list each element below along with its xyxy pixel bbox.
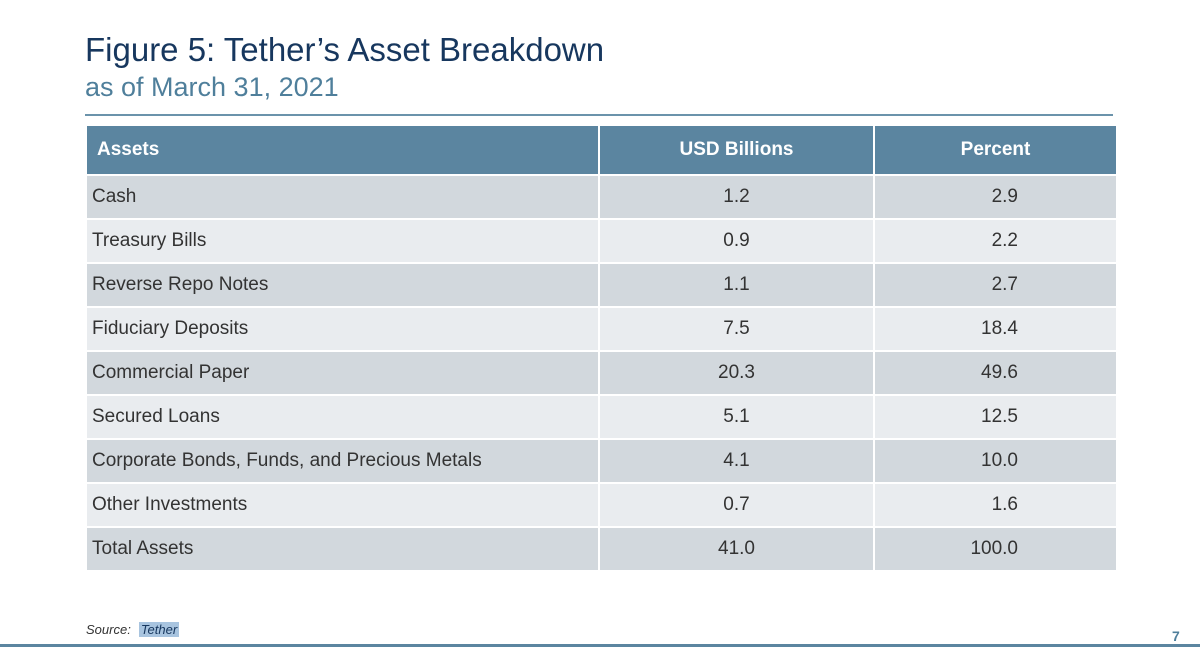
source-note: Source: Tether [86,622,180,637]
table-row-total: Total Assets 41.0 100.0 [85,526,1118,572]
asset-name-cell: Other Investments [85,482,600,528]
asset-name-cell: Fiduciary Deposits [85,306,600,352]
table-row: Corporate Bonds, Funds, and Precious Met… [85,438,1118,484]
usd-value-cell: 7.5 [598,306,875,352]
source-label: Source: [86,622,131,637]
title-divider [85,114,1113,116]
table-row: Reverse Repo Notes 1.1 2.7 [85,262,1118,308]
percent-value-cell: 1.6 [873,482,1118,528]
table-header-row: Assets USD Billions Percent [85,124,1118,176]
table-row: Treasury Bills 0.9 2.2 [85,218,1118,264]
percent-value-cell: 18.4 [873,306,1118,352]
page-title: Figure 5: Tether’s Asset Breakdown [85,31,605,68]
usd-value-cell: 41.0 [598,526,875,572]
column-header-assets: Assets [85,124,600,176]
asset-name-cell: Corporate Bonds, Funds, and Precious Met… [85,438,600,484]
usd-value-cell: 4.1 [598,438,875,484]
percent-value-cell: 49.6 [873,350,1118,396]
asset-name-cell: Total Assets [85,526,600,572]
page-subtitle: as of March 31, 2021 [85,72,339,102]
percent-value-cell: 2.9 [873,174,1118,220]
source-value: Tether [138,622,180,637]
table-row: Fiduciary Deposits 7.5 18.4 [85,306,1118,352]
asset-name-cell: Cash [85,174,600,220]
footer-bar [0,644,1200,647]
usd-value-cell: 5.1 [598,394,875,440]
column-header-usd-billions: USD Billions [598,124,875,176]
asset-name-cell: Reverse Repo Notes [85,262,600,308]
usd-value-cell: 20.3 [598,350,875,396]
percent-value-cell: 2.7 [873,262,1118,308]
usd-value-cell: 0.9 [598,218,875,264]
table-row: Cash 1.2 2.9 [85,174,1118,220]
asset-name-cell: Treasury Bills [85,218,600,264]
usd-value-cell: 1.1 [598,262,875,308]
asset-name-cell: Secured Loans [85,394,600,440]
table-row: Other Investments 0.7 1.6 [85,482,1118,528]
percent-value-cell: 2.2 [873,218,1118,264]
table-row: Secured Loans 5.1 12.5 [85,394,1118,440]
asset-name-cell: Commercial Paper [85,350,600,396]
asset-breakdown-table: Assets USD Billions Percent Cash 1.2 2.9… [85,124,1118,572]
percent-value-cell: 100.0 [873,526,1118,572]
percent-value-cell: 10.0 [873,438,1118,484]
table-row: Commercial Paper 20.3 49.6 [85,350,1118,396]
percent-value-cell: 12.5 [873,394,1118,440]
page-number: 7 [1172,628,1180,644]
usd-value-cell: 0.7 [598,482,875,528]
usd-value-cell: 1.2 [598,174,875,220]
column-header-percent: Percent [873,124,1118,176]
